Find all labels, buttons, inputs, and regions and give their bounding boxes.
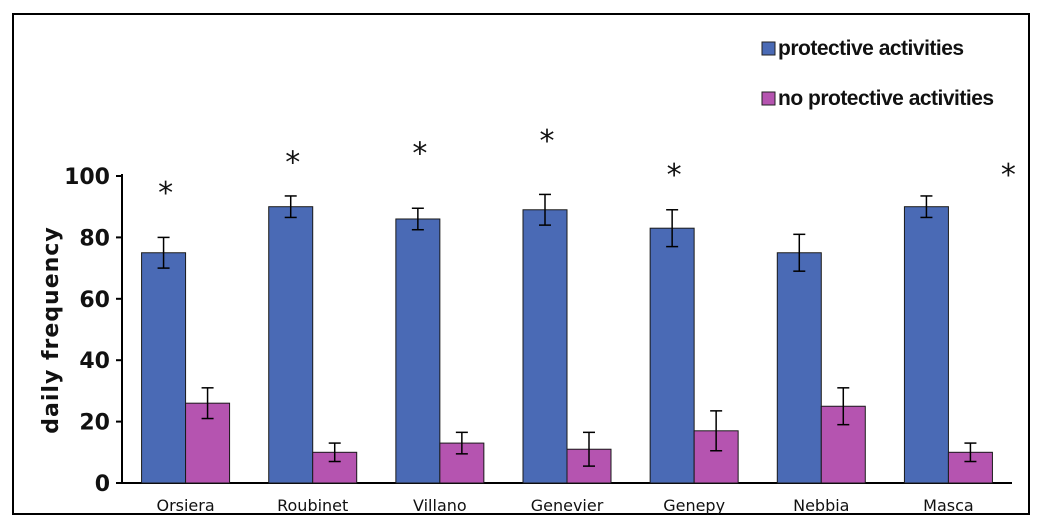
error-bar [964,442,977,463]
significance-asterisk: * [1001,158,1016,193]
significance-asterisk: * [667,158,682,193]
x-tick-label: Nebbia [793,496,849,515]
x-tick-label: Masca [923,496,974,515]
bar-protective [903,206,949,484]
y-tick-label: 60 [79,288,110,313]
bar-protective [141,252,187,484]
x-tick-label: Genevier [531,496,604,515]
x-tick-label: Villano [413,496,467,515]
legend-label: no protective activities [778,87,994,110]
legend-swatch [761,91,776,106]
y-tick-label: 0 [95,472,110,497]
error-bar [157,236,170,269]
axes: 0 20 40 60 80 100 Orsiera Roubinet Villano Genevi… [64,165,1012,515]
y-tick-label: 100 [64,165,110,190]
chart-frame [12,13,1030,515]
y-tick-label: 80 [79,226,110,251]
error-bar [201,387,214,420]
error-bar [284,195,297,219]
error-bars [157,193,977,467]
legend-swatch [761,41,776,56]
x-tick-label: Genepy [663,496,725,515]
significance-asterisk: * [540,124,555,159]
error-bar [920,195,933,219]
legend-label: protective activities [778,37,964,60]
significance-asterisk: * [158,176,173,211]
y-tick-label: 40 [79,349,110,374]
error-bar [539,193,551,226]
bar-protective [522,209,568,484]
bar-protective [776,252,822,484]
x-tick-label: Roubinet [277,496,348,515]
bars [141,206,993,484]
significance-asterisk: * [285,146,300,181]
error-bar [411,207,424,231]
error-bar [455,431,468,455]
error-bar [793,233,806,272]
error-bar [710,410,723,452]
error-bar [837,387,850,426]
error-bar [328,442,341,463]
error-bar [666,209,679,248]
bar-protective [395,218,441,484]
significance-asterisk: * [412,136,427,171]
bar-protective [649,227,695,484]
y-tick-label: 20 [79,411,110,436]
legend: protective activities no protective activ… [761,37,994,110]
bar-protective [268,206,314,484]
y-axis-label: daily frequency [39,226,64,433]
x-tick-label: Orsiera [156,496,214,515]
significance-marks: * * * * * * [158,124,1016,211]
error-bar [583,431,595,467]
